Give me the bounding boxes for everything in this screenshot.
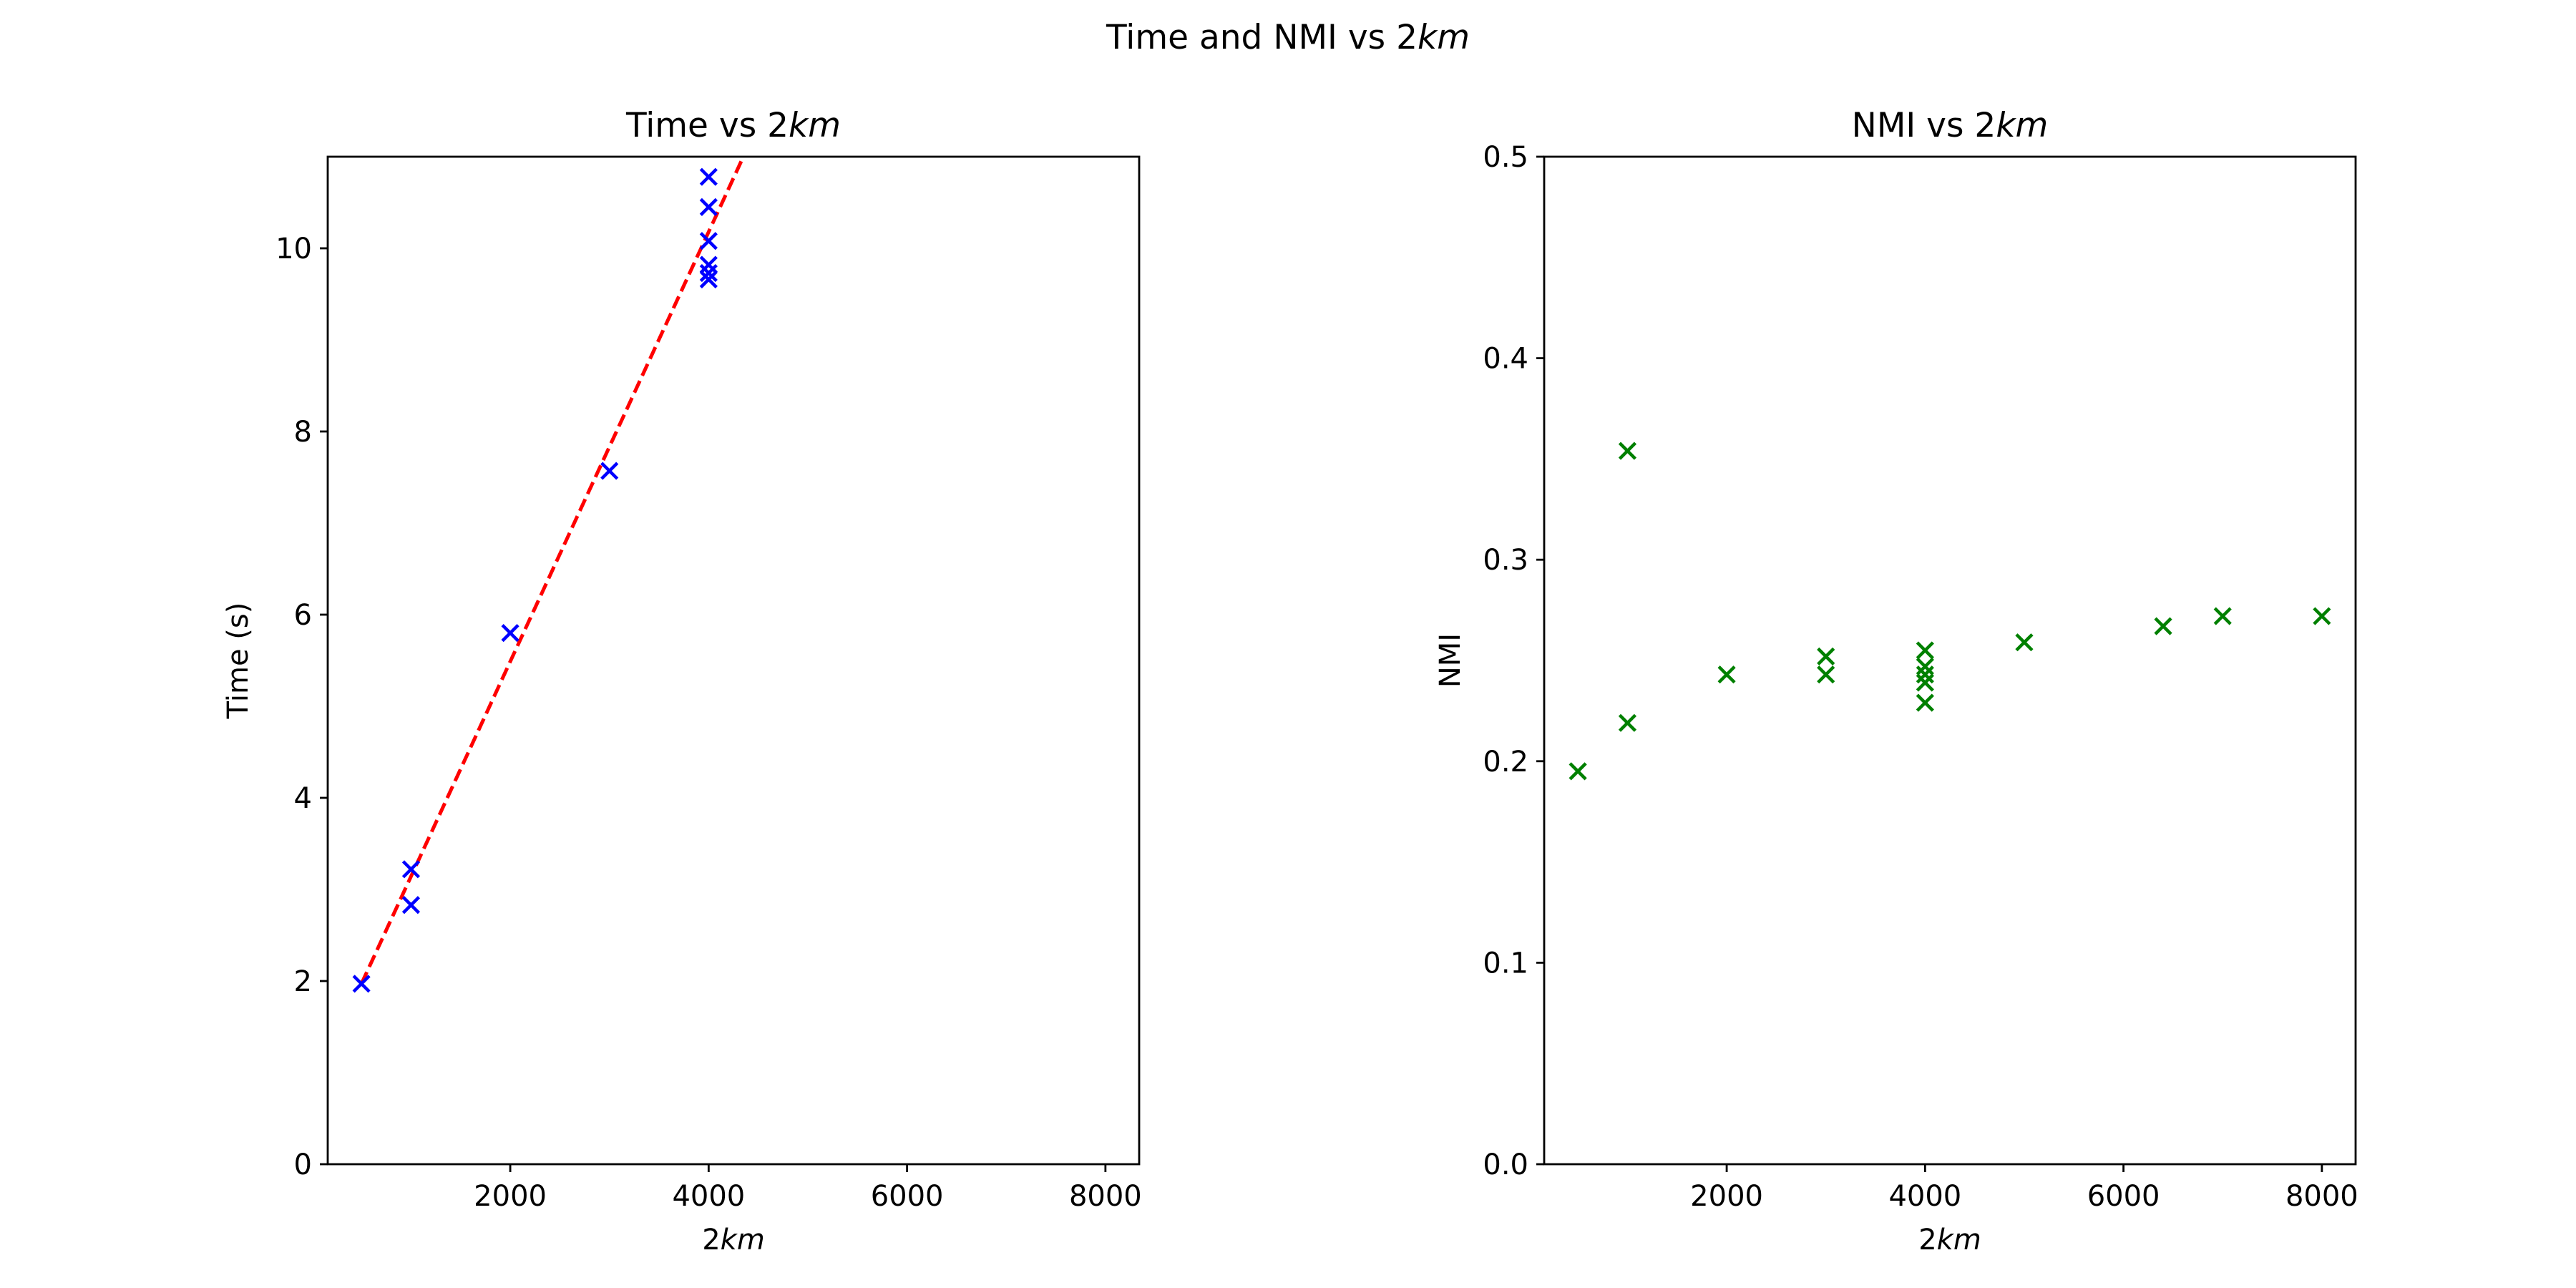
nmi-data-point: [1916, 657, 1934, 676]
nmi-data-point: [1817, 665, 1835, 684]
nmi-y-tick-label: 0.1: [1483, 947, 1528, 980]
time-plot-area: [352, 157, 746, 993]
time-data-point: [401, 860, 421, 879]
time-data-point: [699, 232, 718, 250]
nmi-x-ticks: 2000 4000 6000 8000: [1690, 1164, 2358, 1213]
nmi-data-point: [1618, 441, 1637, 460]
time-x-tick-label: 2000: [474, 1180, 547, 1213]
nmi-data-point: [1916, 673, 1934, 692]
nmi-x-axis-label: 2km: [1918, 1224, 1981, 1257]
time-x-tick-label: 8000: [1069, 1180, 1142, 1213]
time-data-point: [401, 896, 421, 914]
time-x-axis-label: 2km: [702, 1224, 765, 1257]
time-x-tick-label: 6000: [871, 1180, 944, 1213]
time-data-point: [699, 263, 718, 283]
time-y-tick-label: 0: [294, 1148, 312, 1181]
nmi-x-tick-label: 2000: [1690, 1180, 1763, 1213]
nmi-data-point: [1916, 641, 1934, 660]
time-y-ticks: 0 2 4 6 8 10: [275, 233, 328, 1181]
time-fit-line: [359, 157, 746, 985]
nmi-y-tick-label: 0.2: [1483, 746, 1528, 779]
nmi-data-point: [2313, 607, 2331, 625]
time-y-tick-label: 10: [275, 233, 312, 265]
time-y-tick-label: 2: [294, 965, 312, 998]
nmi-x-tick-label: 4000: [1888, 1180, 1961, 1213]
nmi-y-tick-label: 0.5: [1483, 141, 1528, 174]
nmi-y-axis-label: NMI: [1434, 633, 1467, 688]
nmi-data-point: [2213, 607, 2232, 625]
nmi-y-ticks: 0.0 0.1 0.2 0.3 0.4 0.5: [1483, 141, 1544, 1181]
time-x-ticks: 2000 4000 6000 8000: [474, 1164, 1142, 1213]
nmi-x-tick-label: 8000: [2285, 1180, 2358, 1213]
nmi-subplot-title: NMI vs 2km: [1852, 106, 2049, 145]
nmi-data-point: [1817, 647, 1835, 665]
time-data-point: [352, 975, 371, 993]
time-data-point: [501, 624, 519, 643]
time-x-tick-label: 4000: [672, 1180, 745, 1213]
time-data-point: [699, 197, 718, 216]
nmi-y-tick-label: 0.4: [1483, 343, 1528, 376]
nmi-x-tick-label: 6000: [2087, 1180, 2160, 1213]
nmi-data-point: [1618, 713, 1637, 732]
time-y-axis-label: Time (s): [222, 602, 255, 720]
nmi-subplot: NMI vs 2km 2000 4000 6000 8000 0.0 0.1 0.2 0.3…: [1434, 106, 2358, 1257]
nmi-data-point: [2015, 633, 2034, 652]
time-subplot: Time vs 2km 2000 4000 6000 8000 0 2 4 6 8 10 2km…: [222, 106, 1142, 1257]
time-y-tick-label: 8: [294, 416, 312, 449]
nmi-data-point: [1916, 693, 1934, 712]
time-subplot-title: Time vs 2km: [625, 106, 841, 145]
nmi-data-point: [1717, 665, 1736, 684]
time-data-point: [699, 270, 718, 289]
nmi-y-tick-label: 0.3: [1483, 544, 1528, 577]
nmi-axes-frame: [1543, 155, 2357, 1166]
nmi-y-tick-label: 0.0: [1483, 1148, 1528, 1181]
time-axes-frame: [326, 155, 1141, 1166]
figure-suptitle: Time and NMI vs 2km: [1106, 18, 1470, 57]
time-y-tick-label: 6: [294, 599, 312, 632]
nmi-data-point: [2154, 617, 2172, 635]
time-y-tick-label: 4: [294, 782, 312, 815]
time-data-point: [699, 167, 718, 186]
nmi-data-point: [1568, 762, 1587, 781]
nmi-plot-area: [1568, 441, 2331, 781]
time-data-point: [600, 462, 619, 480]
nmi-data-point: [1916, 665, 1934, 684]
